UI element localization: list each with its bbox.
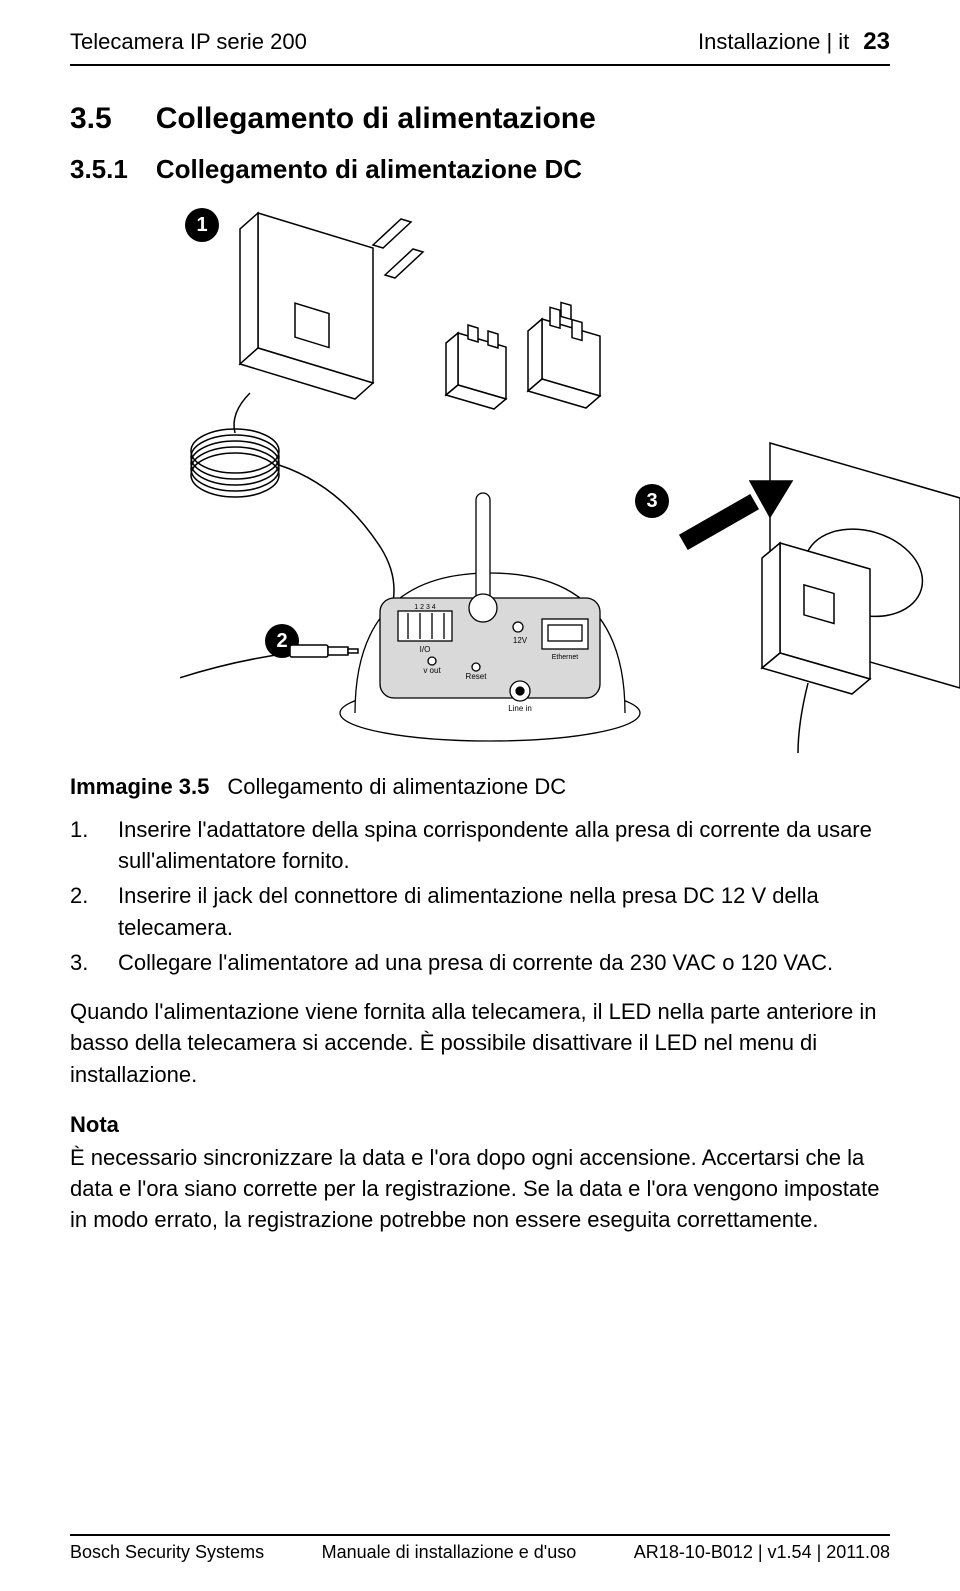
svg-text:Ethernet: Ethernet: [552, 654, 579, 661]
footer-center: Manuale di installazione e d'uso: [322, 1542, 577, 1563]
svg-text:v out: v out: [423, 666, 441, 675]
step-2: Inserire il jack del connettore di alime…: [118, 880, 890, 942]
section-name: Installazione | it: [698, 29, 849, 55]
paragraph-led-info: Quando l'alimentazione viene fornita all…: [70, 996, 890, 1090]
plug-adapter-a-icon: [446, 325, 506, 409]
svg-text:I/O: I/O: [420, 645, 431, 654]
heading-2-number: 3.5: [70, 102, 112, 136]
heading-2-text: Collegamento di alimentazione: [156, 102, 596, 136]
header-rule: [70, 64, 890, 66]
steps-list: Inserire l'adattatore della spina corris…: [70, 814, 890, 978]
nota-text: È necessario sincronizzare la data e l'o…: [70, 1142, 890, 1236]
footer-right: AR18-10-B012 | v1.54 | 2011.08: [634, 1542, 890, 1563]
running-footer: Bosch Security Systems Manuale di instal…: [70, 1534, 890, 1563]
plug-adapter-b-icon: [528, 302, 600, 408]
heading-3-number: 3.5.1: [70, 154, 128, 185]
camera-back-panel-icon: 1 2 3 4 I/O Ethernet v out Reset 12V Lin…: [340, 493, 640, 741]
wall-outlet-icon: [680, 443, 960, 753]
heading-3-text: Collegamento di alimentazione DC: [156, 154, 582, 185]
svg-text:12V: 12V: [513, 636, 528, 645]
figure-power-connection: 1: [180, 203, 960, 758]
figure-label-2: 2: [276, 630, 287, 652]
power-adapter-icon: [191, 213, 423, 635]
footer-left: Bosch Security Systems: [70, 1542, 264, 1563]
step-3: Collegare l'alimentatore ad una presa di…: [118, 947, 833, 978]
page-number: 23: [863, 28, 890, 56]
nota-label: Nota: [70, 1112, 890, 1138]
figure-caption-text: Collegamento di alimentazione DC: [227, 774, 566, 800]
figure-caption-label: Immagine 3.5: [70, 774, 209, 800]
figure-label-1: 1: [196, 214, 207, 236]
svg-text:Line in: Line in: [508, 704, 532, 713]
figure-label-3: 3: [646, 490, 657, 512]
svg-text:Reset: Reset: [466, 672, 488, 681]
svg-text:1 2 3 4: 1 2 3 4: [414, 604, 436, 611]
step-1: Inserire l'adattatore della spina corris…: [118, 814, 890, 876]
running-header: Telecamera IP serie 200 Installazione | …: [70, 28, 890, 56]
product-name: Telecamera IP serie 200: [70, 29, 307, 55]
